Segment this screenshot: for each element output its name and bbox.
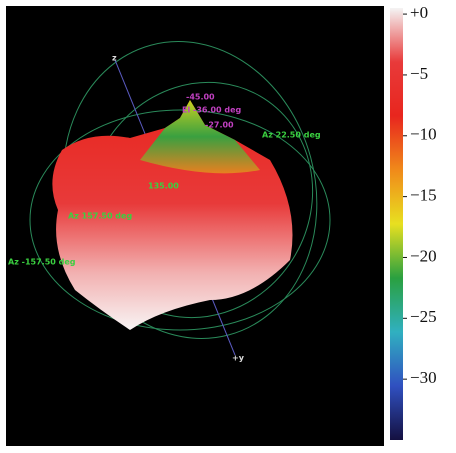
pattern-label: El -36.00 deg (182, 106, 242, 115)
colorbar-tick-label: −15 (410, 186, 437, 205)
colorbar-tick-label: −10 (410, 125, 437, 144)
colorbar-tick-label: −30 (410, 368, 437, 387)
colorbar-tick-label: +0 (410, 3, 428, 22)
pattern-label: -27.00 (205, 121, 234, 130)
colorbar-tick-label: −5 (410, 64, 428, 83)
colorbar-tick-label: −25 (410, 307, 437, 326)
pattern-label: Az -157.50 deg (8, 258, 76, 267)
colorbar-tick-label: −20 (410, 246, 437, 265)
colorbar (390, 8, 403, 440)
pattern-label: Az 157.50 deg (68, 212, 132, 221)
pattern-label: z (112, 54, 117, 63)
pattern-label: Az 22.50 deg (262, 131, 321, 140)
pattern-label: +y (232, 354, 245, 363)
screenshot: +0 −5 −10 −15 −20 −25 −30 Az 157.50 deg Az -157.… (0, 0, 456, 453)
pattern-label: -45.00 (186, 93, 215, 102)
pattern-label: 135.00 (148, 182, 179, 191)
